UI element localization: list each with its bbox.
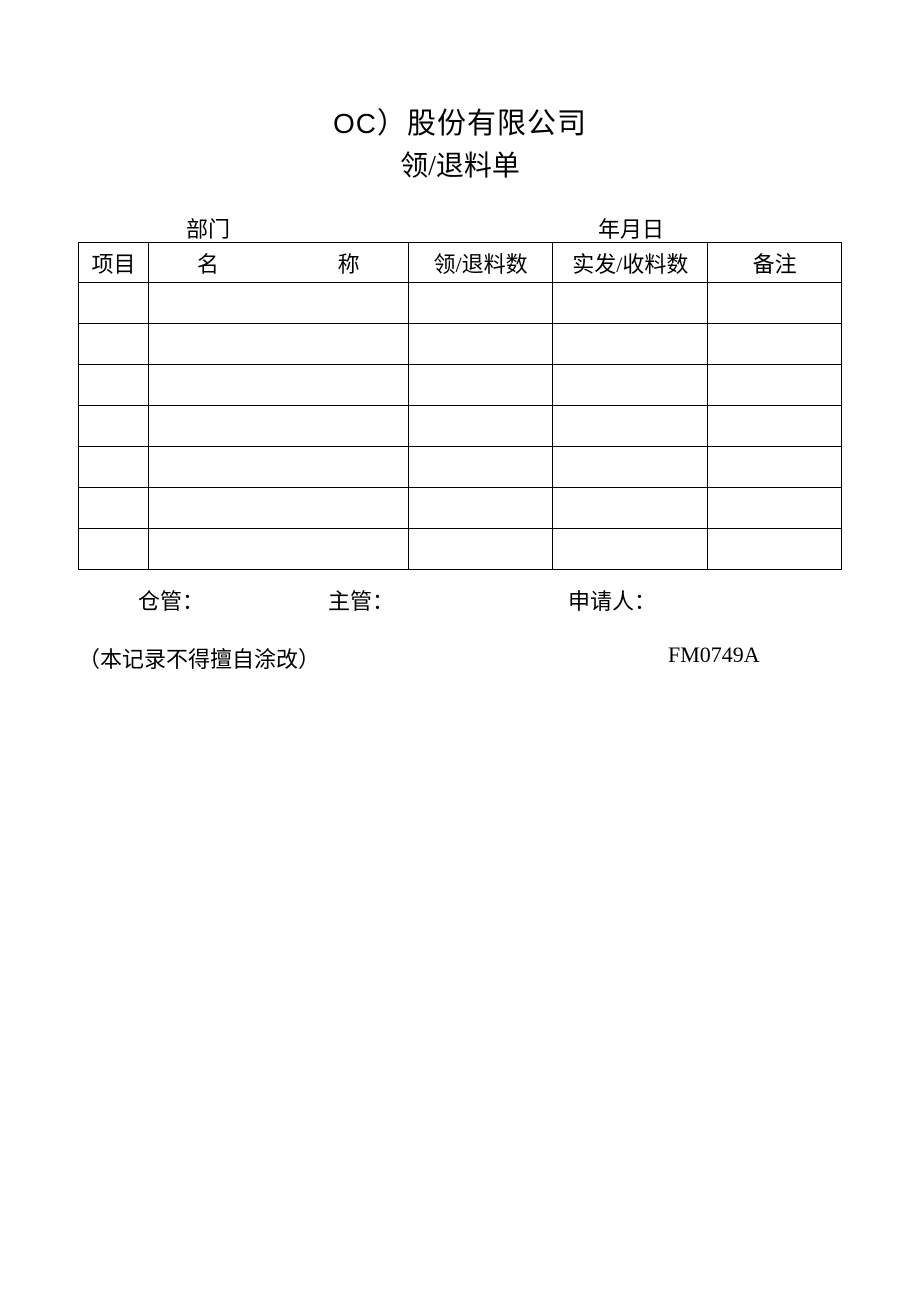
col-header-name-b: 称 bbox=[338, 247, 360, 279]
cell bbox=[148, 529, 408, 570]
cell bbox=[708, 529, 842, 570]
cell bbox=[708, 283, 842, 324]
cell bbox=[708, 406, 842, 447]
cell bbox=[79, 488, 149, 529]
signature-row: 仓管： 主管： 申请人： bbox=[78, 584, 842, 618]
cell bbox=[553, 324, 708, 365]
cell bbox=[408, 529, 553, 570]
title-company-rest: ）股份有限公司 bbox=[377, 108, 587, 140]
col-header-item: 项目 bbox=[79, 243, 149, 283]
cell bbox=[148, 283, 408, 324]
table-row bbox=[79, 324, 842, 365]
cell bbox=[79, 406, 149, 447]
title-latin-prefix: OC bbox=[333, 108, 377, 139]
cell bbox=[148, 324, 408, 365]
col-header-name-a: 名 bbox=[197, 247, 219, 279]
cell bbox=[553, 365, 708, 406]
table-row bbox=[79, 365, 842, 406]
cell bbox=[408, 324, 553, 365]
cell bbox=[708, 365, 842, 406]
table-row bbox=[79, 283, 842, 324]
cell bbox=[708, 447, 842, 488]
cell bbox=[408, 365, 553, 406]
cell bbox=[148, 447, 408, 488]
cell bbox=[79, 283, 149, 324]
table-row bbox=[79, 488, 842, 529]
cell bbox=[79, 529, 149, 570]
title-line-1: OC）股份有限公司 bbox=[78, 100, 842, 142]
cell bbox=[148, 406, 408, 447]
cell bbox=[708, 324, 842, 365]
cell bbox=[553, 488, 708, 529]
signature-applicant: 申请人： bbox=[568, 584, 656, 616]
department-label: 部门 bbox=[186, 212, 230, 244]
cell bbox=[408, 406, 553, 447]
col-header-name: 名 称 bbox=[148, 243, 408, 283]
cell bbox=[708, 488, 842, 529]
cell bbox=[553, 283, 708, 324]
material-form-table: 项目 名 称 领/退料数 实发/收料数 备注 bbox=[78, 242, 842, 570]
table-row bbox=[79, 529, 842, 570]
footer-note: （本记录不得擅自涂改） bbox=[78, 642, 320, 674]
cell bbox=[148, 365, 408, 406]
col-header-remark: 备注 bbox=[708, 243, 842, 283]
cell bbox=[553, 406, 708, 447]
table-row bbox=[79, 447, 842, 488]
cell bbox=[79, 324, 149, 365]
document-title-block: OC）股份有限公司 领/退料单 bbox=[78, 100, 842, 184]
table-header-row: 项目 名 称 领/退料数 实发/收料数 备注 bbox=[79, 243, 842, 283]
cell bbox=[408, 283, 553, 324]
cell bbox=[553, 447, 708, 488]
cell bbox=[148, 488, 408, 529]
cell bbox=[79, 447, 149, 488]
footer-row: （本记录不得擅自涂改） FM0749A bbox=[78, 642, 842, 672]
cell bbox=[408, 447, 553, 488]
cell bbox=[553, 529, 708, 570]
table-row bbox=[79, 406, 842, 447]
cell bbox=[79, 365, 149, 406]
meta-row: 部门 年月日 bbox=[78, 212, 842, 242]
signature-warehouse: 仓管： bbox=[138, 584, 204, 616]
footer-form-code: FM0749A bbox=[668, 642, 760, 668]
col-header-request-qty: 领/退料数 bbox=[408, 243, 553, 283]
title-line-2: 领/退料单 bbox=[78, 144, 842, 184]
date-label: 年月日 bbox=[598, 212, 664, 244]
col-header-actual-qty: 实发/收料数 bbox=[553, 243, 708, 283]
signature-supervisor: 主管： bbox=[328, 584, 394, 616]
cell bbox=[408, 488, 553, 529]
